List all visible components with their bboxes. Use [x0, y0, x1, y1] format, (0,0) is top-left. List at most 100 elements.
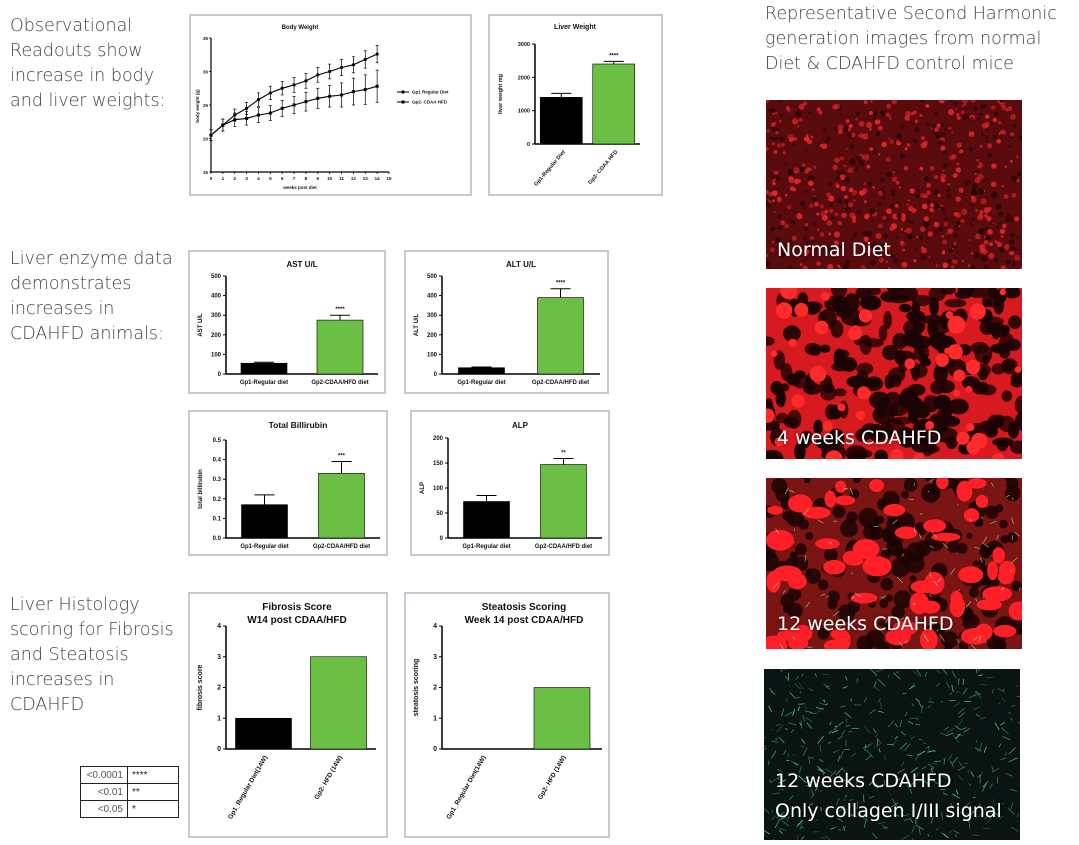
- texture-dot: [926, 183, 931, 188]
- texture-blob: [890, 449, 904, 459]
- texture-dot: [863, 182, 867, 185]
- texture-fiber: [1001, 727, 1009, 735]
- texture-vacuole: [979, 420, 1001, 431]
- texture-dot: [979, 112, 983, 117]
- texture-blob: [780, 288, 798, 300]
- data-point: [316, 96, 320, 100]
- texture-vacuole: [997, 438, 1008, 452]
- texture-vacuole: [879, 599, 889, 609]
- data-point: [363, 57, 367, 62]
- y-tick-label: 0: [217, 746, 221, 753]
- texture-vacuole: [956, 542, 968, 554]
- texture-fiber: [917, 750, 926, 756]
- texture-dot: [856, 208, 862, 214]
- table-row: <0.05 *: [80, 800, 179, 818]
- y-tick-label: 0.4: [213, 458, 222, 464]
- texture-dot: [837, 221, 842, 225]
- y-tick-label: 2000: [518, 75, 530, 81]
- texture-fiber: [845, 724, 851, 727]
- texture-fiber: [821, 673, 830, 676]
- y-tick-label: 300: [427, 313, 438, 319]
- texture-fiber: [799, 691, 802, 694]
- texture-fiber: [828, 770, 837, 779]
- texture-fiber: [784, 669, 787, 670]
- texture-vacuole: [907, 397, 923, 411]
- texture-fiber: [844, 712, 852, 718]
- y-tick-label: 0.5: [213, 438, 222, 444]
- texture-dot: [904, 147, 908, 151]
- texture-blob: [975, 494, 989, 508]
- texture-dot: [837, 264, 841, 268]
- texture-dot: [907, 233, 913, 240]
- y-tick-label: 3000: [518, 42, 530, 48]
- texture-fiber: [789, 489, 795, 493]
- texture-dot: [953, 233, 959, 239]
- texture-dot: [975, 233, 981, 240]
- texture-fiber: [929, 478, 935, 483]
- texture-vacuole: [1008, 315, 1022, 329]
- texture-dot: [977, 117, 980, 120]
- texture-fiber: [824, 767, 833, 774]
- shg-image-12-weeks: 12 weeks CDAHFD: [766, 478, 1022, 649]
- texture-dot: [802, 265, 808, 269]
- texture-dot: [843, 164, 847, 168]
- texture-dot: [929, 207, 934, 213]
- texture-dot: [977, 164, 980, 167]
- texture-dot: [892, 176, 898, 182]
- texture-blob: [965, 359, 981, 375]
- texture-dot: [883, 233, 889, 239]
- texture-dot: [882, 215, 887, 220]
- texture-dot: [776, 100, 783, 104]
- texture-vacuole: [832, 295, 850, 314]
- texture-dot: [979, 244, 986, 250]
- texture-vacuole: [795, 543, 807, 556]
- texture-fiber: [825, 595, 830, 598]
- texture-fiber: [982, 827, 991, 830]
- texture-fiber: [931, 531, 938, 539]
- texture-dot: [839, 156, 844, 161]
- texture-fiber: [931, 616, 936, 621]
- data-point: [209, 133, 213, 137]
- texture-fiber: [901, 553, 905, 557]
- category-label: Gp2- HFD (14W): [313, 755, 344, 801]
- texture-fiber: [899, 742, 907, 750]
- texture-dot: [878, 223, 883, 229]
- texture-fiber: [864, 744, 867, 752]
- texture-dot: [968, 239, 971, 242]
- y-tick-label: 15: [203, 170, 209, 175]
- texture-dot: [1005, 259, 1011, 265]
- texture-dot: [913, 259, 917, 263]
- texture-fiber: [914, 526, 916, 533]
- texture-fiber: [776, 724, 784, 733]
- texture-vacuole: [924, 478, 931, 482]
- texture-fiber: [946, 732, 954, 737]
- texture-fiber: [838, 813, 844, 818]
- chart-subtitle: Week 14 post CDAA/HFD: [465, 615, 584, 626]
- texture-dot: [915, 248, 918, 251]
- texture-dot: [836, 176, 841, 181]
- texture-fiber: [970, 771, 975, 777]
- texture-fiber: [882, 824, 888, 830]
- texture-dot: [774, 111, 778, 115]
- texture-fiber: [896, 576, 903, 584]
- texture-dot: [982, 178, 987, 183]
- texture-fiber: [984, 817, 987, 820]
- texture-dot: [985, 135, 989, 139]
- shg-image-normal-diet: Normal Diet: [766, 100, 1022, 269]
- texture-dot: [1000, 265, 1006, 269]
- texture-dot: [861, 252, 865, 256]
- texture-fiber: [918, 533, 922, 539]
- texture-fiber: [789, 692, 795, 698]
- texture-fiber: [957, 589, 960, 592]
- y-axis-label: AST U/L: [198, 313, 204, 337]
- texture-fiber: [799, 822, 803, 830]
- texture-dot: [812, 222, 817, 227]
- texture-vacuole: [1010, 440, 1022, 454]
- texture-vacuole: [817, 627, 830, 640]
- texture-dot: [898, 185, 902, 189]
- texture-dot: [804, 223, 809, 227]
- texture-dot: [779, 252, 786, 258]
- texture-dot: [769, 136, 774, 141]
- texture-fiber: [911, 837, 914, 840]
- texture-blob: [976, 599, 1002, 611]
